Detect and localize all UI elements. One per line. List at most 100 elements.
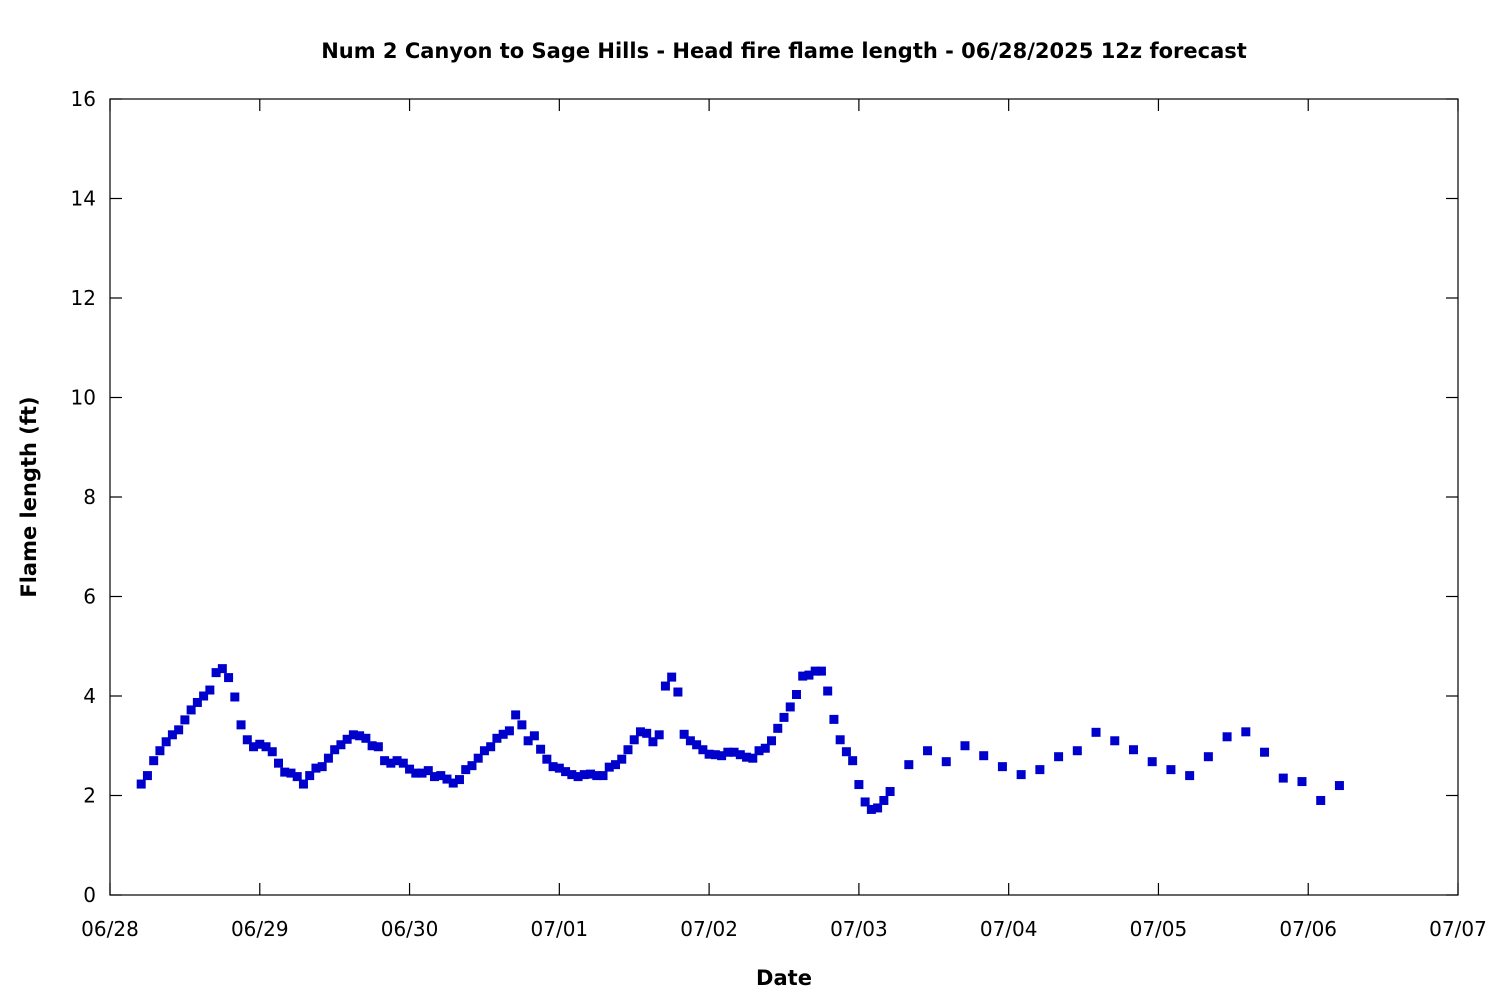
data-point xyxy=(199,691,209,701)
data-point xyxy=(286,768,296,778)
data-point xyxy=(785,702,795,712)
data-point xyxy=(511,710,521,720)
data-point xyxy=(1316,795,1326,805)
data-point xyxy=(816,666,826,676)
data-point xyxy=(373,742,383,752)
data-point xyxy=(149,756,159,766)
y-tick-label: 14 xyxy=(71,187,96,211)
data-point xyxy=(161,737,171,747)
data-point xyxy=(561,767,571,777)
y-tick-label: 12 xyxy=(71,286,96,310)
data-point xyxy=(504,726,514,736)
data-point xyxy=(860,797,870,807)
data-point xyxy=(1072,746,1082,756)
y-tick-label: 2 xyxy=(83,784,96,808)
y-tick-label: 0 xyxy=(83,883,96,907)
data-point xyxy=(679,729,689,739)
x-tick-label: 07/03 xyxy=(830,917,888,941)
data-point xyxy=(791,690,801,700)
data-point xyxy=(767,736,777,746)
data-point xyxy=(873,803,883,813)
data-point xyxy=(1054,752,1064,762)
x-axis-label: Date xyxy=(756,966,812,990)
data-point xyxy=(142,771,152,781)
data-point xyxy=(598,771,608,781)
data-point xyxy=(236,720,246,730)
data-point xyxy=(1110,736,1120,746)
data-point xyxy=(348,730,358,740)
data-point xyxy=(854,780,864,790)
data-point xyxy=(617,754,627,764)
data-point xyxy=(885,787,895,797)
data-point xyxy=(648,737,658,747)
data-point xyxy=(242,735,252,745)
data-point xyxy=(436,771,446,781)
data-point xyxy=(810,666,820,676)
data-point xyxy=(255,739,265,749)
data-point xyxy=(586,769,596,779)
data-point xyxy=(542,754,552,764)
data-point xyxy=(298,779,308,789)
data-point xyxy=(642,728,652,738)
x-tick-label: 07/06 xyxy=(1279,917,1337,941)
data-point xyxy=(523,736,533,746)
data-point xyxy=(311,763,321,773)
data-point xyxy=(941,757,951,767)
data-point xyxy=(448,778,458,788)
data-point xyxy=(1260,747,1270,757)
y-tick-label: 6 xyxy=(83,585,96,609)
y-tick-label: 8 xyxy=(83,485,96,509)
data-point xyxy=(423,766,433,776)
data-point xyxy=(392,756,402,766)
data-point xyxy=(454,775,464,785)
data-point xyxy=(592,771,602,781)
data-point xyxy=(230,692,240,702)
data-point xyxy=(136,779,146,789)
data-point xyxy=(361,733,371,743)
data-point xyxy=(573,772,583,782)
data-point xyxy=(635,727,645,737)
data-point xyxy=(292,772,302,782)
data-point xyxy=(754,746,764,756)
data-point xyxy=(367,741,377,751)
data-point xyxy=(274,758,283,768)
data-point xyxy=(355,731,365,741)
data-point xyxy=(604,762,614,772)
data-point xyxy=(1334,781,1344,791)
data-point xyxy=(1278,773,1288,783)
data-point xyxy=(180,715,190,725)
x-tick-label: 06/30 xyxy=(381,917,439,941)
data-point xyxy=(405,764,415,774)
data-point xyxy=(611,760,620,770)
data-point xyxy=(467,761,477,771)
data-point xyxy=(280,767,290,777)
data-point xyxy=(548,762,558,772)
data-point xyxy=(1147,757,1157,767)
data-point xyxy=(473,753,483,763)
data-point xyxy=(1016,770,1026,780)
data-point xyxy=(848,756,858,766)
data-point xyxy=(779,712,789,722)
data-point xyxy=(1035,765,1045,775)
data-point xyxy=(923,746,933,756)
data-point xyxy=(1166,765,1176,775)
data-point xyxy=(167,730,177,740)
data-point xyxy=(330,745,340,755)
data-point xyxy=(498,729,508,739)
data-point xyxy=(517,720,527,730)
data-point xyxy=(380,756,390,766)
data-point xyxy=(823,686,833,696)
data-point xyxy=(249,742,259,752)
chart-title: Num 2 Canyon to Sage Hills - Head fire f… xyxy=(321,39,1247,63)
data-point xyxy=(492,733,502,743)
data-point xyxy=(1241,727,1251,737)
data-point xyxy=(629,735,639,745)
y-axis-label: Flame length (ft) xyxy=(17,396,41,597)
data-point xyxy=(729,747,739,757)
data-point xyxy=(261,742,271,752)
x-tick-label: 07/04 xyxy=(980,917,1038,941)
data-point xyxy=(411,768,421,778)
data-point xyxy=(841,747,851,757)
x-tick-label: 07/02 xyxy=(680,917,738,941)
